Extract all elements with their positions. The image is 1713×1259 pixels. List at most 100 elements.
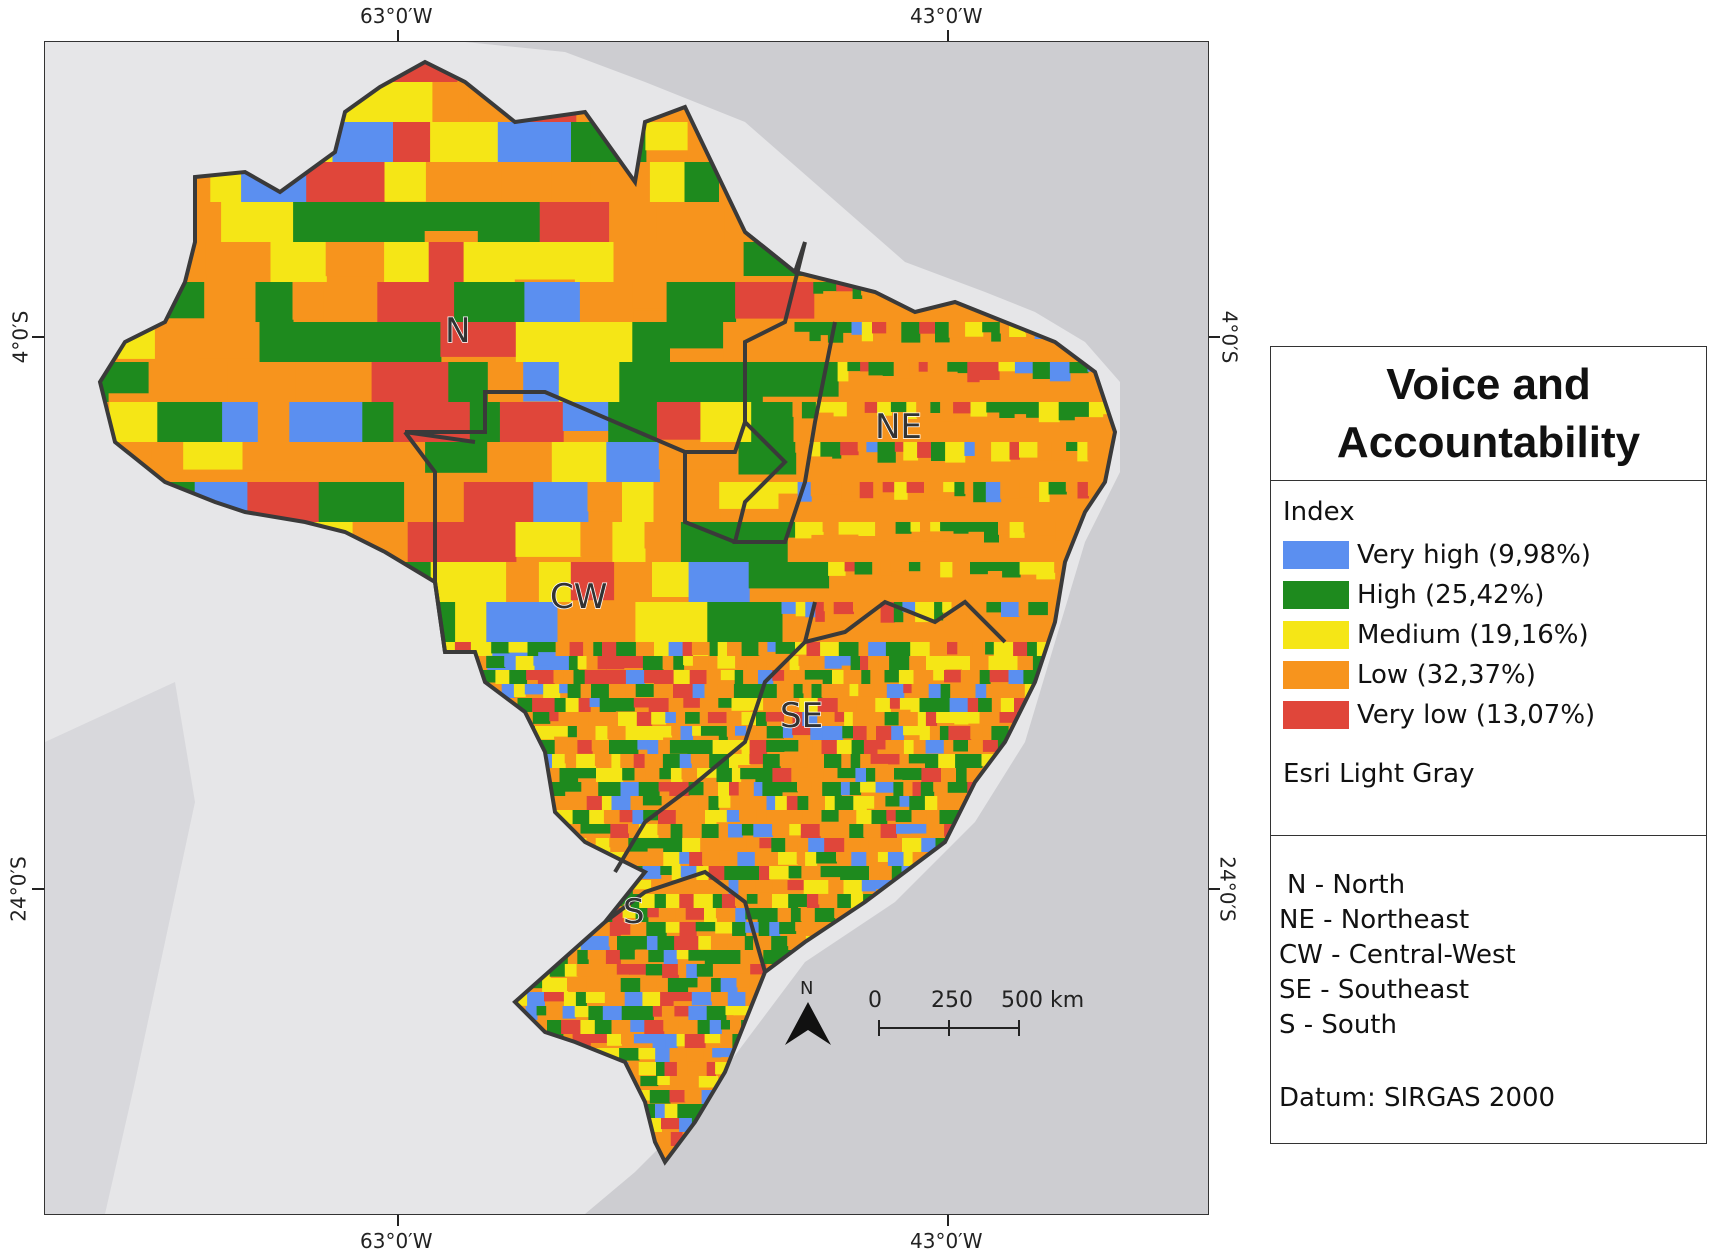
region-label-southeast: SE (780, 696, 823, 736)
municipality-cell (912, 782, 922, 799)
municipality-cell (546, 1006, 564, 1020)
municipality-cell (649, 1090, 671, 1104)
municipality-cell (957, 362, 969, 374)
coord-top-left: 63°0′W (360, 4, 433, 28)
municipality-cell (878, 656, 891, 676)
municipality-cell (986, 602, 1002, 613)
municipality-cell (554, 698, 567, 716)
municipality-cell (806, 642, 822, 659)
municipality-cell (735, 838, 748, 850)
municipality-cell (661, 1006, 676, 1021)
municipality-cell (674, 1006, 690, 1017)
municipality-cell (756, 726, 768, 744)
municipality-cell (796, 852, 807, 864)
map-frame[interactable]: N NE CW SE S N 0 250 500 km (44, 41, 1209, 1215)
municipality-cell (625, 726, 646, 745)
municipality-cell (609, 922, 621, 940)
municipality-cell (985, 482, 1002, 503)
boundary-ne-se (804, 599, 1007, 644)
municipality-cell (783, 810, 804, 822)
municipality-cell (853, 796, 867, 814)
region-key-north: N - North (1287, 870, 1406, 900)
municipality-cell (652, 562, 690, 597)
municipality-cell (638, 1048, 657, 1060)
municipality-cell (712, 894, 723, 911)
municipality-cell (917, 712, 927, 729)
municipality-cell (649, 852, 665, 862)
municipality-cell (908, 562, 922, 572)
municipality-cell (758, 922, 771, 940)
municipality-cell (967, 698, 980, 714)
municipality-cell (689, 670, 708, 686)
municipality-cell (639, 894, 656, 909)
municipality-cell (667, 242, 745, 270)
municipality-cell (894, 482, 908, 500)
municipality-cell (644, 522, 682, 549)
municipality-cell (850, 656, 862, 675)
municipality-cell (648, 950, 665, 963)
municipality-cell (698, 936, 712, 950)
municipality-cell (991, 442, 1011, 462)
municipality-cell (704, 950, 726, 967)
municipality-cell (683, 698, 701, 708)
municipality-cell (1023, 522, 1039, 533)
municipality-cell (763, 698, 782, 712)
municipality-cell (715, 908, 737, 919)
coord-top-right: 43°0′W (910, 4, 983, 28)
municipality-cell (766, 726, 784, 739)
municipality-cell (877, 442, 896, 463)
municipality-cell (748, 562, 830, 589)
municipality-cell (908, 754, 926, 764)
municipality-cell (687, 740, 698, 756)
municipality-cell (292, 282, 325, 320)
municipality-cell (682, 824, 703, 840)
municipality-cell (658, 908, 677, 920)
municipality-cell (565, 698, 580, 714)
municipality-cell (659, 768, 672, 780)
municipality-cell (875, 522, 888, 541)
municipality-cell (898, 712, 919, 727)
municipality-cell (910, 522, 921, 532)
municipality-cell (778, 852, 798, 865)
municipality-cell (896, 824, 911, 834)
municipality-cell (729, 754, 739, 769)
municipality-cell (592, 936, 610, 952)
municipality-cell (851, 322, 863, 335)
municipality-cell (614, 698, 635, 712)
municipality-cell (738, 442, 797, 475)
municipality-cell (242, 442, 315, 471)
municipality-cell (916, 402, 932, 418)
municipality-cell (734, 670, 745, 688)
municipality-cell (697, 1020, 711, 1038)
municipality-cell (762, 754, 781, 771)
municipality-cell (706, 1062, 716, 1083)
municipality-cell (652, 1006, 663, 1017)
municipality-cell (918, 362, 929, 372)
legend-title: Voice and Accountability (1271, 347, 1706, 481)
municipality-cell (617, 936, 636, 953)
municipality-cell (607, 712, 619, 725)
municipality-cell (651, 712, 667, 725)
municipality-cell (926, 824, 946, 837)
municipality-cell (711, 978, 722, 999)
municipality-cell (661, 1118, 681, 1130)
municipality-cell (665, 712, 677, 723)
municipality-cell (699, 712, 709, 725)
municipality-cell (728, 880, 740, 899)
region-key-central-west: CW - Central-West (1279, 940, 1516, 970)
municipality-cell (654, 642, 670, 660)
municipality-cell (967, 522, 985, 532)
municipality-cell (804, 670, 824, 680)
municipality-cell (151, 442, 185, 475)
municipality-cell (802, 810, 814, 828)
municipality-cell (543, 684, 561, 700)
municipality-cell (790, 908, 802, 924)
municipality-cell (961, 656, 971, 672)
municipality-cell (720, 1048, 730, 1058)
municipality-cell (536, 1006, 548, 1016)
municipality-cell (1019, 482, 1041, 498)
municipality-cell (1006, 656, 1019, 673)
municipality-cell (775, 796, 788, 815)
municipality-cell (683, 656, 694, 666)
municipality-cell (800, 908, 816, 922)
